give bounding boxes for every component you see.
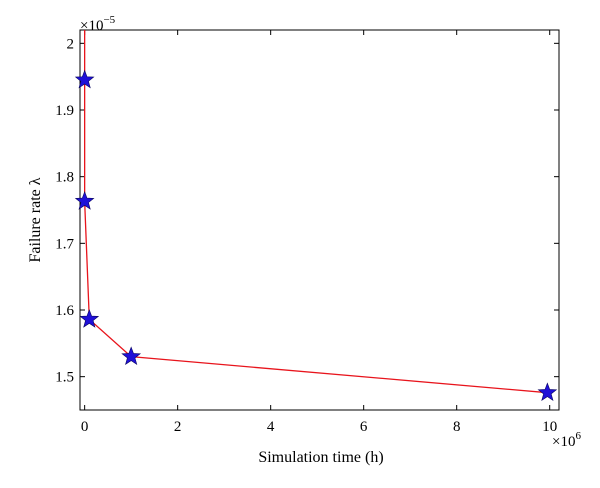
data-point-star-marker <box>121 346 142 366</box>
y-exponent-label: ×10−5 <box>80 14 116 34</box>
x-tick-label: 6 <box>360 419 368 435</box>
axis-ticks: 0 2 4 6 8 10 1.5 1.6 1.7 1.8 1.9 2 <box>55 30 559 435</box>
y-tick-label: 1.7 <box>55 236 74 252</box>
plot-frame <box>79 29 560 411</box>
y-exponent-power: −5 <box>103 14 115 26</box>
y-tick-label: 1.9 <box>55 103 74 119</box>
y-exponent-base: ×10 <box>80 18 103 34</box>
x-tick-label: 2 <box>174 419 182 435</box>
series-layer <box>74 30 558 402</box>
data-point-star-marker <box>74 190 95 210</box>
x-tick-label: 4 <box>267 419 275 435</box>
y-tick-label: 1.8 <box>55 170 74 186</box>
y-axis-label: Failure rate λ <box>27 177 44 262</box>
y-tick-label: 1.6 <box>55 303 74 319</box>
x-exponent-base: ×10 <box>552 434 575 450</box>
series-line <box>84 30 548 394</box>
x-exponent-power: 6 <box>575 430 581 442</box>
y-tick-label: 2 <box>67 36 75 52</box>
plot-area <box>79 29 560 411</box>
x-exponent-label: ×106 <box>552 430 581 450</box>
x-axis-label: Simulation time (h) <box>258 449 383 466</box>
data-point-star-marker <box>79 308 100 328</box>
data-point-star-marker <box>537 382 558 402</box>
axis-labels: Simulation time (h) Failure rate λ ×10−5… <box>27 14 581 466</box>
x-tick-label: 10 <box>542 419 557 435</box>
data-point-star-marker <box>74 69 95 89</box>
x-tick-label: 0 <box>81 419 89 435</box>
x-tick-label: 8 <box>453 419 461 435</box>
y-tick-label: 1.5 <box>55 370 74 386</box>
